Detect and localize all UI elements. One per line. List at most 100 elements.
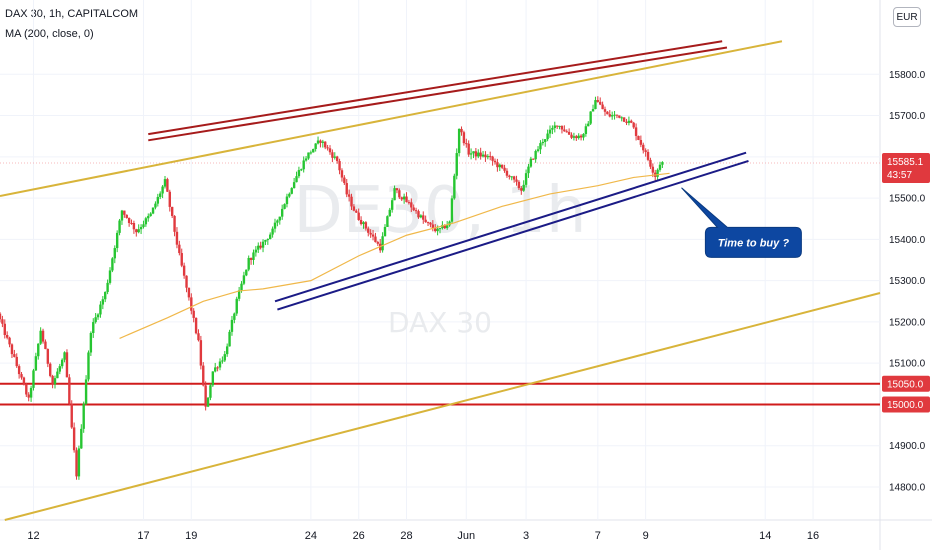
candle-body: [5, 334, 9, 338]
candle-body: [51, 375, 54, 385]
candle-body: [536, 149, 540, 152]
candle-body: [228, 331, 231, 347]
candle-body: [280, 208, 284, 217]
candle-body: [223, 354, 226, 361]
candle-body: [190, 297, 193, 311]
candle-body: [338, 161, 341, 171]
candle-body: [142, 224, 145, 228]
candle-body: [27, 394, 30, 398]
candle-body: [41, 330, 45, 342]
candle-body: [407, 202, 411, 204]
price-axis[interactable]: 14800.0 14900.0 15000.0 15100.0 15200.0 15300…: [882, 70, 930, 494]
candle-body: [527, 166, 530, 174]
candle-body: [599, 101, 602, 105]
candle-body: [20, 374, 23, 378]
candle-body: [656, 169, 659, 177]
candle-body: [290, 188, 293, 194]
candle-body: [328, 148, 332, 153]
candle-body: [465, 143, 468, 145]
candle-body: [309, 152, 313, 154]
candle-body: [245, 269, 248, 276]
candle-body: [276, 220, 279, 223]
candle-body: [242, 275, 246, 284]
candle-body: [92, 322, 95, 333]
currency-button[interactable]: EUR: [893, 7, 921, 27]
candle-body: [187, 287, 191, 298]
candle-body: [304, 158, 308, 161]
candle-body: [182, 265, 186, 276]
candle-body: [613, 114, 616, 116]
candle-body: [340, 170, 344, 178]
level-price-label: 15050.0: [887, 379, 924, 390]
candle-body: [510, 176, 513, 178]
x-tick-label: 14: [759, 530, 771, 542]
trendline: [148, 40, 723, 136]
candle-body: [56, 371, 59, 379]
callout-text: Time to buy ?: [718, 237, 790, 249]
candle-body: [558, 125, 561, 127]
candle-body: [515, 179, 518, 182]
candle-body: [486, 156, 490, 158]
candle-body: [603, 109, 607, 112]
candle-body: [529, 158, 533, 167]
candle-body: [460, 128, 463, 133]
candle-body: [419, 215, 423, 218]
candle-body: [644, 150, 647, 152]
candle-body: [120, 210, 124, 221]
candle-body: [417, 211, 420, 218]
candle-body: [96, 314, 100, 318]
candle-body: [254, 249, 258, 253]
candle-body: [175, 231, 179, 245]
candle-body: [505, 170, 509, 176]
candle-body: [77, 448, 81, 477]
candle-body: [577, 135, 580, 139]
time-axis[interactable]: 12 17 19 24 26 28 Jun 3 7 9 14 16: [27, 530, 819, 542]
candle-body: [352, 206, 356, 211]
candle-body: [402, 196, 406, 200]
candle-body: [374, 236, 377, 243]
candle-body: [517, 181, 521, 189]
candle-body: [553, 125, 556, 128]
candle-body: [261, 241, 265, 248]
candle-body: [132, 223, 136, 230]
candle-body: [522, 184, 525, 191]
candle-body: [498, 164, 501, 168]
candle-body: [455, 153, 458, 176]
candle-body: [410, 202, 413, 208]
x-tick-label: 28: [400, 530, 412, 542]
x-tick-label: Jun: [457, 530, 475, 542]
candle-body: [249, 257, 253, 260]
candle-body: [445, 225, 449, 229]
y-tick-label: 15100.0: [889, 359, 926, 370]
candle-body: [572, 136, 576, 138]
y-tick-label: 15400.0: [889, 235, 926, 246]
level-price-tag: [882, 375, 930, 392]
candle-body: [424, 219, 427, 223]
candle-body: [264, 239, 267, 242]
x-tick-label: 3: [523, 530, 529, 542]
candle-body: [555, 125, 559, 127]
candle-body: [512, 176, 516, 180]
candle-body: [209, 385, 212, 398]
candle-body: [137, 229, 140, 233]
candle-body: [106, 282, 109, 292]
candle-body: [156, 196, 160, 204]
trendlines: [0, 40, 881, 521]
watermark-symbol: DE30, 1h: [293, 174, 586, 248]
candle-body: [500, 164, 504, 168]
candle-body: [400, 197, 403, 200]
candle-body: [87, 352, 90, 380]
candle-body: [192, 310, 195, 318]
candle-body: [422, 215, 425, 220]
indicator-legend[interactable]: MA (200, close, 0): [5, 28, 94, 40]
candle-body: [335, 156, 339, 162]
candle-body: [144, 218, 148, 225]
candle-body: [481, 154, 485, 157]
y-tick-label: 15800.0: [889, 70, 926, 81]
candle-body: [357, 212, 360, 220]
candle-body: [627, 120, 631, 123]
candle-body: [130, 222, 133, 224]
candle-body: [608, 114, 611, 117]
candle-body: [496, 162, 499, 168]
